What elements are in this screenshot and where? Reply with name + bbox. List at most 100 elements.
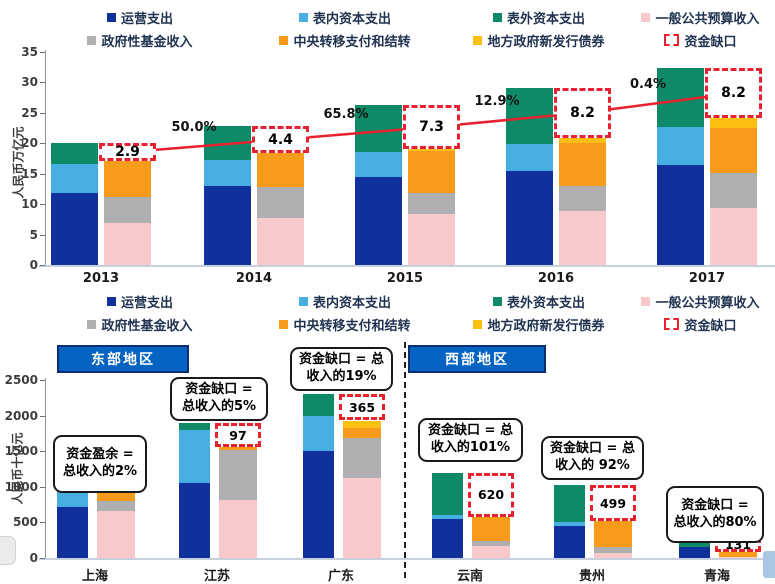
funding-gap-legend-icon bbox=[664, 318, 680, 330]
funding-gap-box: 620 bbox=[468, 472, 514, 517]
legend-item: 政府性基金收入 bbox=[40, 31, 240, 50]
y-tick-label: 20 bbox=[21, 136, 38, 151]
bar-segment-gray bbox=[104, 197, 151, 223]
gap-annotation: 资金缺口 = 总收入的5% bbox=[170, 377, 268, 421]
funding-gap-box: 8.2 bbox=[705, 68, 762, 119]
bar-segment-pink bbox=[408, 214, 455, 265]
province-funding-chart: 人民币十亿元 东部地区 西部地区 0 500 1000 1500 2000 2500 上海 9… bbox=[0, 340, 775, 584]
x-axis-line bbox=[39, 558, 775, 560]
bar-segment-lightblue bbox=[51, 163, 98, 193]
legend-item: 中央转移支付和结转 bbox=[245, 31, 445, 50]
legend-swatch-icon bbox=[279, 35, 289, 45]
gap-growth-label: 12.9% bbox=[474, 94, 520, 109]
axis-tick bbox=[40, 415, 45, 417]
legend-swatch-icon bbox=[106, 12, 116, 22]
bar-segment-yellow bbox=[559, 137, 606, 144]
bar-segment-darkblue bbox=[303, 451, 334, 558]
legend-swatch-icon bbox=[87, 35, 97, 45]
province-label: 青海 bbox=[703, 569, 730, 584]
bar-segment-gray bbox=[594, 546, 632, 553]
bar-segment-pink bbox=[257, 218, 304, 265]
bar-segment-darkblue bbox=[57, 506, 88, 558]
y-tick-label: 2500 bbox=[4, 373, 38, 387]
bar-segment-lightblue bbox=[179, 429, 210, 484]
region-divider-line bbox=[404, 342, 406, 578]
legend-swatch-icon bbox=[298, 12, 308, 22]
funding-gap-value: 97 bbox=[229, 427, 247, 443]
gap-growth-label: 65.8% bbox=[323, 107, 369, 123]
bar-segment-darkblue bbox=[554, 525, 585, 558]
y-tick-label: 0 bbox=[29, 258, 38, 272]
legend-item: 地方政府新发行债券 bbox=[438, 31, 640, 50]
y-tick-label: 15 bbox=[21, 166, 38, 181]
bar-segment-lightblue bbox=[506, 143, 553, 172]
axis-tick bbox=[40, 82, 45, 84]
bar-segment-lightblue bbox=[657, 126, 704, 166]
axis-tick bbox=[40, 112, 45, 114]
scrollbar-fragment-right bbox=[763, 551, 775, 578]
legend-item: 运营支出 bbox=[40, 292, 240, 311]
bar-segment-yellow bbox=[710, 118, 757, 129]
bar-segment-gray bbox=[559, 185, 606, 211]
legend-item: 地方政府新发行债券 bbox=[438, 315, 640, 334]
legend-item-label: 中央转移支付和结转 bbox=[293, 318, 411, 334]
region-header-west-label: 西部地区 bbox=[445, 352, 509, 368]
funding-gap-value: 4.4 bbox=[268, 131, 293, 148]
axis-tick bbox=[40, 486, 45, 488]
bar-segment-orange bbox=[472, 516, 510, 541]
legend-item-label: 一般公共预算收入 bbox=[655, 11, 760, 27]
bar-segment-pink bbox=[104, 223, 151, 265]
funding-gap-box: 499 bbox=[590, 485, 636, 521]
legend-swatch-icon bbox=[298, 296, 308, 306]
bar-segment-green bbox=[179, 423, 210, 430]
funding-gap-legend-icon bbox=[664, 34, 680, 46]
legend-item-label: 资金缺口 bbox=[684, 318, 737, 334]
bar-segment-orange bbox=[343, 427, 381, 439]
funding-gap-box: 4.4 bbox=[252, 126, 309, 153]
province-label: 上海 bbox=[81, 569, 108, 584]
axis-tick bbox=[40, 380, 45, 381]
province-label: 江苏 bbox=[203, 569, 230, 584]
legend-item-label: 一般公共预算收入 bbox=[655, 295, 760, 311]
y-tick-label: 25 bbox=[21, 105, 38, 120]
funding-gap-box: 2.9 bbox=[99, 143, 156, 161]
legend-item-label: 表外资本支出 bbox=[506, 11, 585, 27]
legend-item-label: 地方政府新发行债券 bbox=[487, 34, 605, 50]
region-header-east: 东部地区 bbox=[57, 345, 189, 373]
y-tick-label: 1500 bbox=[4, 444, 38, 459]
bar-segment-orange bbox=[97, 492, 135, 502]
legend-item: 表内资本支出 bbox=[245, 292, 445, 311]
legend-item: 中央转移支付和结转 bbox=[245, 315, 445, 334]
legend-item: 表外资本支出 bbox=[438, 292, 640, 311]
legend-item: 资金缺口 bbox=[626, 31, 775, 50]
x-axis-line bbox=[39, 265, 775, 267]
bar-segment-green bbox=[303, 394, 334, 416]
bar-segment-orange bbox=[408, 150, 455, 193]
funding-gap-value: 8.2 bbox=[721, 85, 746, 102]
axis-tick bbox=[40, 522, 45, 524]
y-tick-label: 30 bbox=[21, 75, 38, 90]
bar-segment-green bbox=[432, 472, 463, 515]
axis-tick bbox=[40, 173, 45, 175]
axis-tick bbox=[40, 204, 45, 206]
bar-segment-darkblue bbox=[506, 171, 553, 265]
funding-gap-value: 620 bbox=[477, 487, 505, 503]
axis-tick bbox=[40, 143, 45, 145]
national-chart-legend: 运营支出 表内资本支出 表外资本支出 一般公共预算收入 政府性基金收入 中央转移支付和结转… bbox=[0, 8, 775, 56]
funding-gap-box: 8.2 bbox=[554, 87, 611, 138]
funding-gap-value: 8.2 bbox=[570, 104, 595, 121]
funding-gap-value: 499 bbox=[599, 495, 627, 511]
year-label: 2016 bbox=[537, 271, 575, 286]
legend-swatch-icon bbox=[641, 12, 651, 22]
year-label: 2014 bbox=[235, 271, 273, 286]
bar-segment-lightblue bbox=[355, 151, 402, 177]
legend-swatch-icon bbox=[279, 319, 289, 329]
funding-gap-box: 365 bbox=[339, 394, 385, 421]
y-tick-label: 500 bbox=[12, 515, 38, 530]
bar-segment-lightblue bbox=[554, 521, 585, 526]
gap-growth-label: 50.0% bbox=[171, 119, 217, 135]
bar-segment-pink bbox=[343, 477, 381, 558]
gap-annotation: 资金缺口 = 总收入的80% bbox=[666, 486, 764, 543]
bar-segment-darkblue bbox=[179, 483, 210, 558]
bar-segment-darkblue bbox=[51, 192, 98, 265]
